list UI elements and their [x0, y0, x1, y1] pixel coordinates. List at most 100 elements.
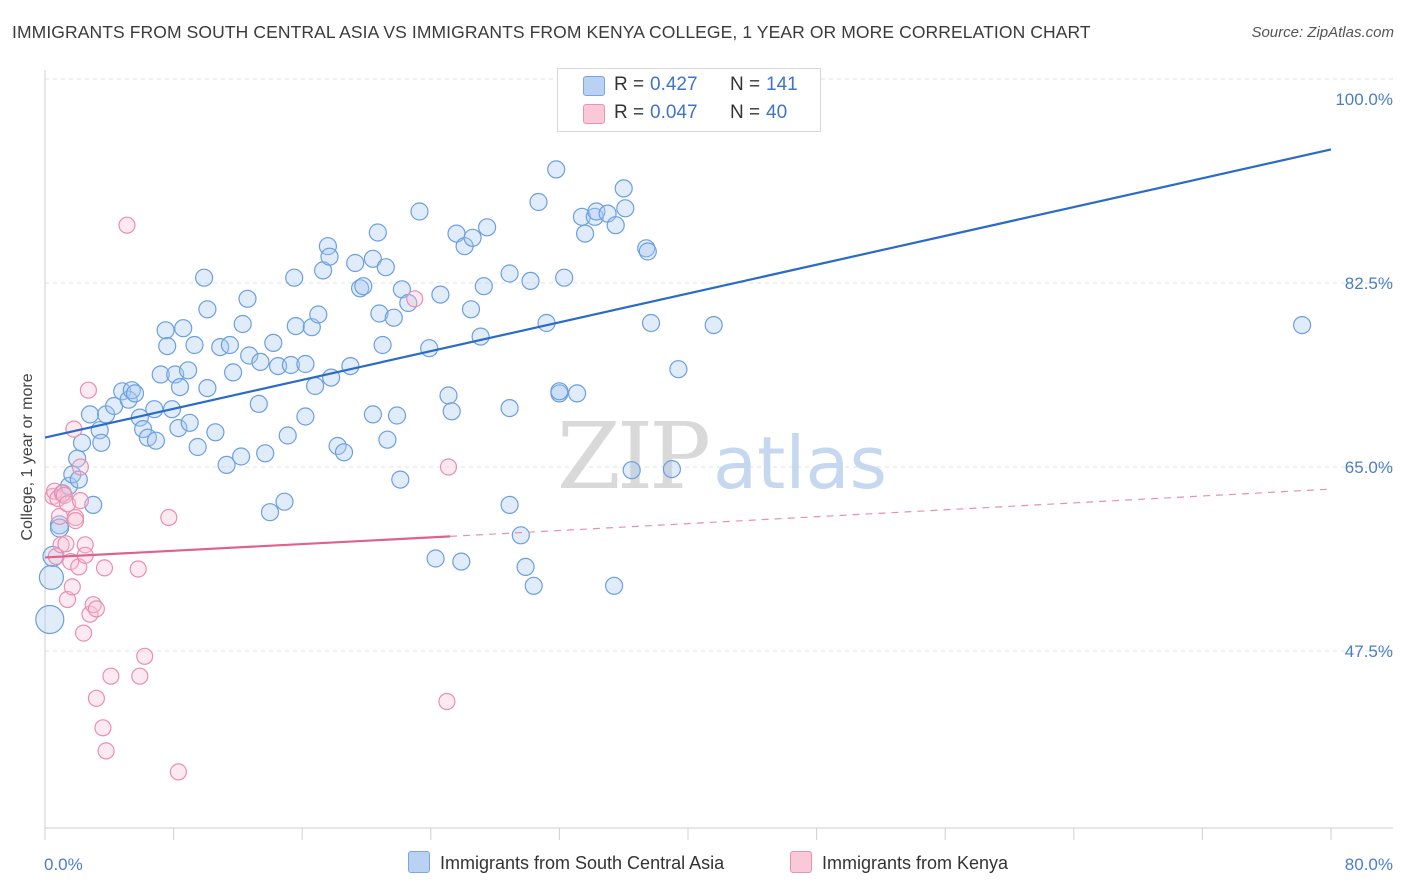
data-point-south-central-asia	[320, 247, 339, 266]
data-point-south-central-asia	[373, 335, 392, 355]
data-point-south-central-asia	[622, 461, 641, 480]
data-point-south-central-asia	[169, 419, 188, 438]
legend-swatch-blue	[408, 851, 430, 873]
data-point-south-central-asia	[662, 460, 682, 479]
data-point-south-central-asia	[275, 492, 294, 511]
y-tick-label: 65.0%	[1345, 458, 1393, 477]
data-point-kenya	[87, 689, 106, 707]
data-point-kenya	[71, 492, 90, 510]
legend-r-value: 0.047	[650, 102, 698, 123]
data-point-south-central-asia	[391, 470, 410, 489]
data-point-kenya	[136, 647, 154, 665]
data-point-south-central-asia	[604, 576, 624, 595]
data-point-south-central-asia	[363, 249, 382, 268]
y-tick-label: 47.5%	[1345, 642, 1393, 661]
data-point-south-central-asia	[198, 379, 217, 398]
data-point-south-central-asia	[306, 376, 325, 396]
data-point-south-central-asia	[363, 405, 382, 424]
data-point-south-central-asia	[351, 279, 370, 298]
data-point-south-central-asia	[1292, 316, 1312, 335]
data-point-south-central-asia	[452, 552, 471, 571]
data-point-south-central-asia	[188, 437, 207, 457]
data-point-south-central-asia	[269, 357, 288, 376]
data-point-south-central-asia	[296, 354, 315, 374]
data-point-south-central-asia	[179, 361, 198, 380]
data-point-south-central-asia	[220, 335, 239, 355]
legend-n-label: N =	[730, 74, 761, 95]
data-point-south-central-asia	[474, 277, 493, 296]
data-point-south-central-asia	[158, 337, 177, 356]
data-point-south-central-asia	[704, 316, 723, 335]
chart-source: Source: ZipAtlas.com	[1251, 24, 1394, 41]
data-point-south-central-asia	[524, 576, 543, 595]
data-point-south-central-asia	[516, 557, 535, 577]
legend-swatch-pink	[583, 104, 605, 124]
legend-label: Immigrants from Kenya	[822, 853, 1009, 873]
data-point-south-central-asia	[180, 413, 199, 432]
data-point-kenya	[160, 508, 178, 527]
data-point-south-central-asia	[232, 447, 251, 466]
data-point-south-central-asia	[420, 339, 439, 358]
data-point-south-central-asia	[387, 406, 407, 425]
x-tick-label: 80.0%	[1345, 855, 1393, 874]
data-point-kenya	[129, 560, 147, 578]
tick-labels: 100.0% 82.5% 65.0% 47.5% 0.0% 80.0%	[44, 90, 1393, 874]
data-point-south-central-asia	[500, 264, 519, 283]
data-point-south-central-asia	[156, 321, 175, 340]
data-point-south-central-asia	[170, 378, 190, 397]
data-point-south-central-asia	[463, 228, 482, 247]
legend-n-value: 40	[766, 102, 788, 123]
legend-n-value: 141	[766, 74, 798, 95]
data-point-south-central-asia	[296, 407, 315, 426]
data-point-kenya	[58, 590, 77, 609]
data-point-south-central-asia	[368, 223, 387, 242]
data-point-south-central-asia	[500, 495, 519, 514]
data-point-south-central-asia	[442, 402, 461, 421]
data-point-kenya	[95, 559, 114, 577]
legend-r-label: R =	[614, 74, 645, 95]
axes	[44, 70, 1393, 840]
data-point-south-central-asia	[511, 526, 530, 545]
grid-lines	[45, 78, 1393, 652]
data-point-south-central-asia	[334, 443, 354, 462]
data-point-south-central-asia	[550, 382, 569, 401]
data-point-south-central-asia	[431, 285, 450, 304]
data-point-south-central-asia	[354, 277, 373, 296]
data-point-south-central-asia	[547, 160, 566, 179]
data-point-south-central-asia	[614, 179, 633, 198]
trend-line-south-central-asia	[44, 148, 1332, 439]
data-point-south-central-asia	[587, 202, 606, 221]
legend-swatch-pink	[790, 851, 812, 873]
data-point-kenya	[58, 495, 77, 513]
data-point-kenya	[131, 667, 149, 685]
data-point-south-central-asia	[281, 355, 300, 375]
data-point-south-central-asia	[555, 268, 574, 287]
data-point-kenya	[87, 600, 106, 618]
data-point-kenya	[439, 458, 458, 476]
data-point-south-central-asia	[240, 346, 259, 365]
data-point-south-central-asia	[461, 300, 481, 319]
legend-n-label: N =	[730, 102, 761, 123]
data-point-south-central-asia	[378, 430, 397, 449]
data-point-south-central-asia	[346, 253, 365, 273]
data-point-south-central-asia	[224, 363, 243, 382]
data-point-south-central-asia	[69, 470, 88, 489]
data-point-kenya	[169, 763, 187, 781]
data-point-south-central-asia	[575, 224, 595, 243]
watermark: ZIP atlas	[557, 403, 887, 510]
data-point-south-central-asia	[471, 327, 490, 346]
data-point-kenya	[79, 381, 98, 399]
data-point-south-central-asia	[376, 258, 395, 277]
y-axis-label: College, 1 year or more	[19, 373, 36, 540]
data-point-south-central-asia	[669, 360, 688, 379]
data-point-south-central-asia	[260, 503, 280, 522]
data-point-south-central-asia	[616, 199, 635, 218]
y-tick-label: 82.5%	[1345, 274, 1393, 293]
data-point-south-central-asia	[637, 239, 656, 258]
data-point-south-central-asia	[185, 335, 204, 355]
legend-r-label: R =	[614, 102, 645, 123]
data-point-south-central-asia	[249, 394, 268, 413]
data-point-south-central-asia	[567, 384, 587, 403]
data-point-south-central-asia	[278, 426, 297, 445]
data-point-south-central-asia	[233, 314, 252, 334]
